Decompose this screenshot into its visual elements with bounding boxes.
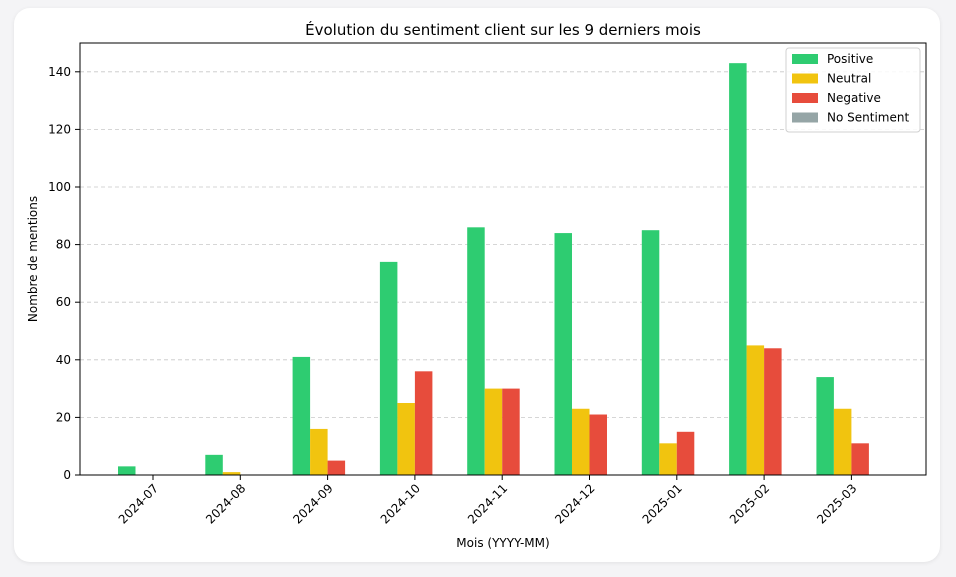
y-tick-label: 120 [48,122,71,136]
bar-positive [379,261,398,475]
x-tick-label: 2024-11 [465,481,510,526]
bar-positive [292,356,311,475]
y-tick-label: 40 [56,353,71,367]
bar-positive [816,377,834,475]
bar-neutral [310,428,328,475]
bar-neutral [484,388,503,475]
x-tick-label: 2024-12 [552,481,597,526]
x-axis-label: Mois (YYYY-MM) [456,536,549,550]
bar-neutral [397,403,415,475]
y-tick-label: 80 [56,238,71,252]
y-axis-label: Nombre de mentions [26,196,40,322]
bar-neutral [572,408,590,475]
bar-positive [554,233,572,475]
x-tick-label: 2024-08 [203,481,248,526]
y-tick-label: 100 [48,180,71,194]
chart-title: Évolution du sentiment client sur les 9 … [305,20,701,39]
bar-positive [205,454,223,475]
bar-negative [589,414,607,475]
bar-negative [502,388,520,475]
y-tick-label: 140 [48,65,71,79]
y-tick-label: 0 [63,468,71,482]
bar-positive [118,466,136,475]
legend-label: Neutral [827,72,871,86]
x-tick-label: 2025-03 [814,481,859,526]
bar-neutral [746,345,765,475]
bar-neutral [659,443,677,475]
legend-frame [785,47,921,133]
bar-neutral [833,408,852,475]
x-tick-label: 2024-10 [378,481,423,526]
x-tick-label: 2024-07 [116,481,161,526]
bar-negative [851,443,869,475]
grid-layer [80,71,926,418]
x-tick-label: 2025-01 [640,481,685,526]
x-tick-label: 2025-02 [727,481,772,526]
bar-negative [676,431,695,475]
bar-positive [729,63,747,475]
x-axis: 2024-07 2024-08 2024-09 2024-10 2024-11 2024-… [116,475,860,527]
legend-swatch [792,93,818,103]
legend-label: Positive [827,52,873,66]
legend: Positive Neutral Negative No Sentiment [785,47,921,133]
plot-frame [79,42,927,476]
bar-positive [641,230,660,475]
y-tick-label: 20 [56,410,71,424]
bar-neutral [222,472,241,475]
bars-layer [118,63,869,475]
legend-swatch [792,73,818,84]
y-tick-label: 60 [56,295,71,309]
legend-swatch [792,112,818,123]
legend-swatch [792,54,818,64]
x-tick-label: 2024-09 [290,481,335,526]
bar-negative [764,348,782,475]
legend-label: Negative [827,91,881,105]
y-axis: 0 20 40 60 80 100 120 140 [48,65,80,482]
bar-positive [467,227,485,475]
legend-label: No Sentiment [827,111,909,125]
bar-negative [327,460,346,475]
bar-negative [414,371,433,475]
